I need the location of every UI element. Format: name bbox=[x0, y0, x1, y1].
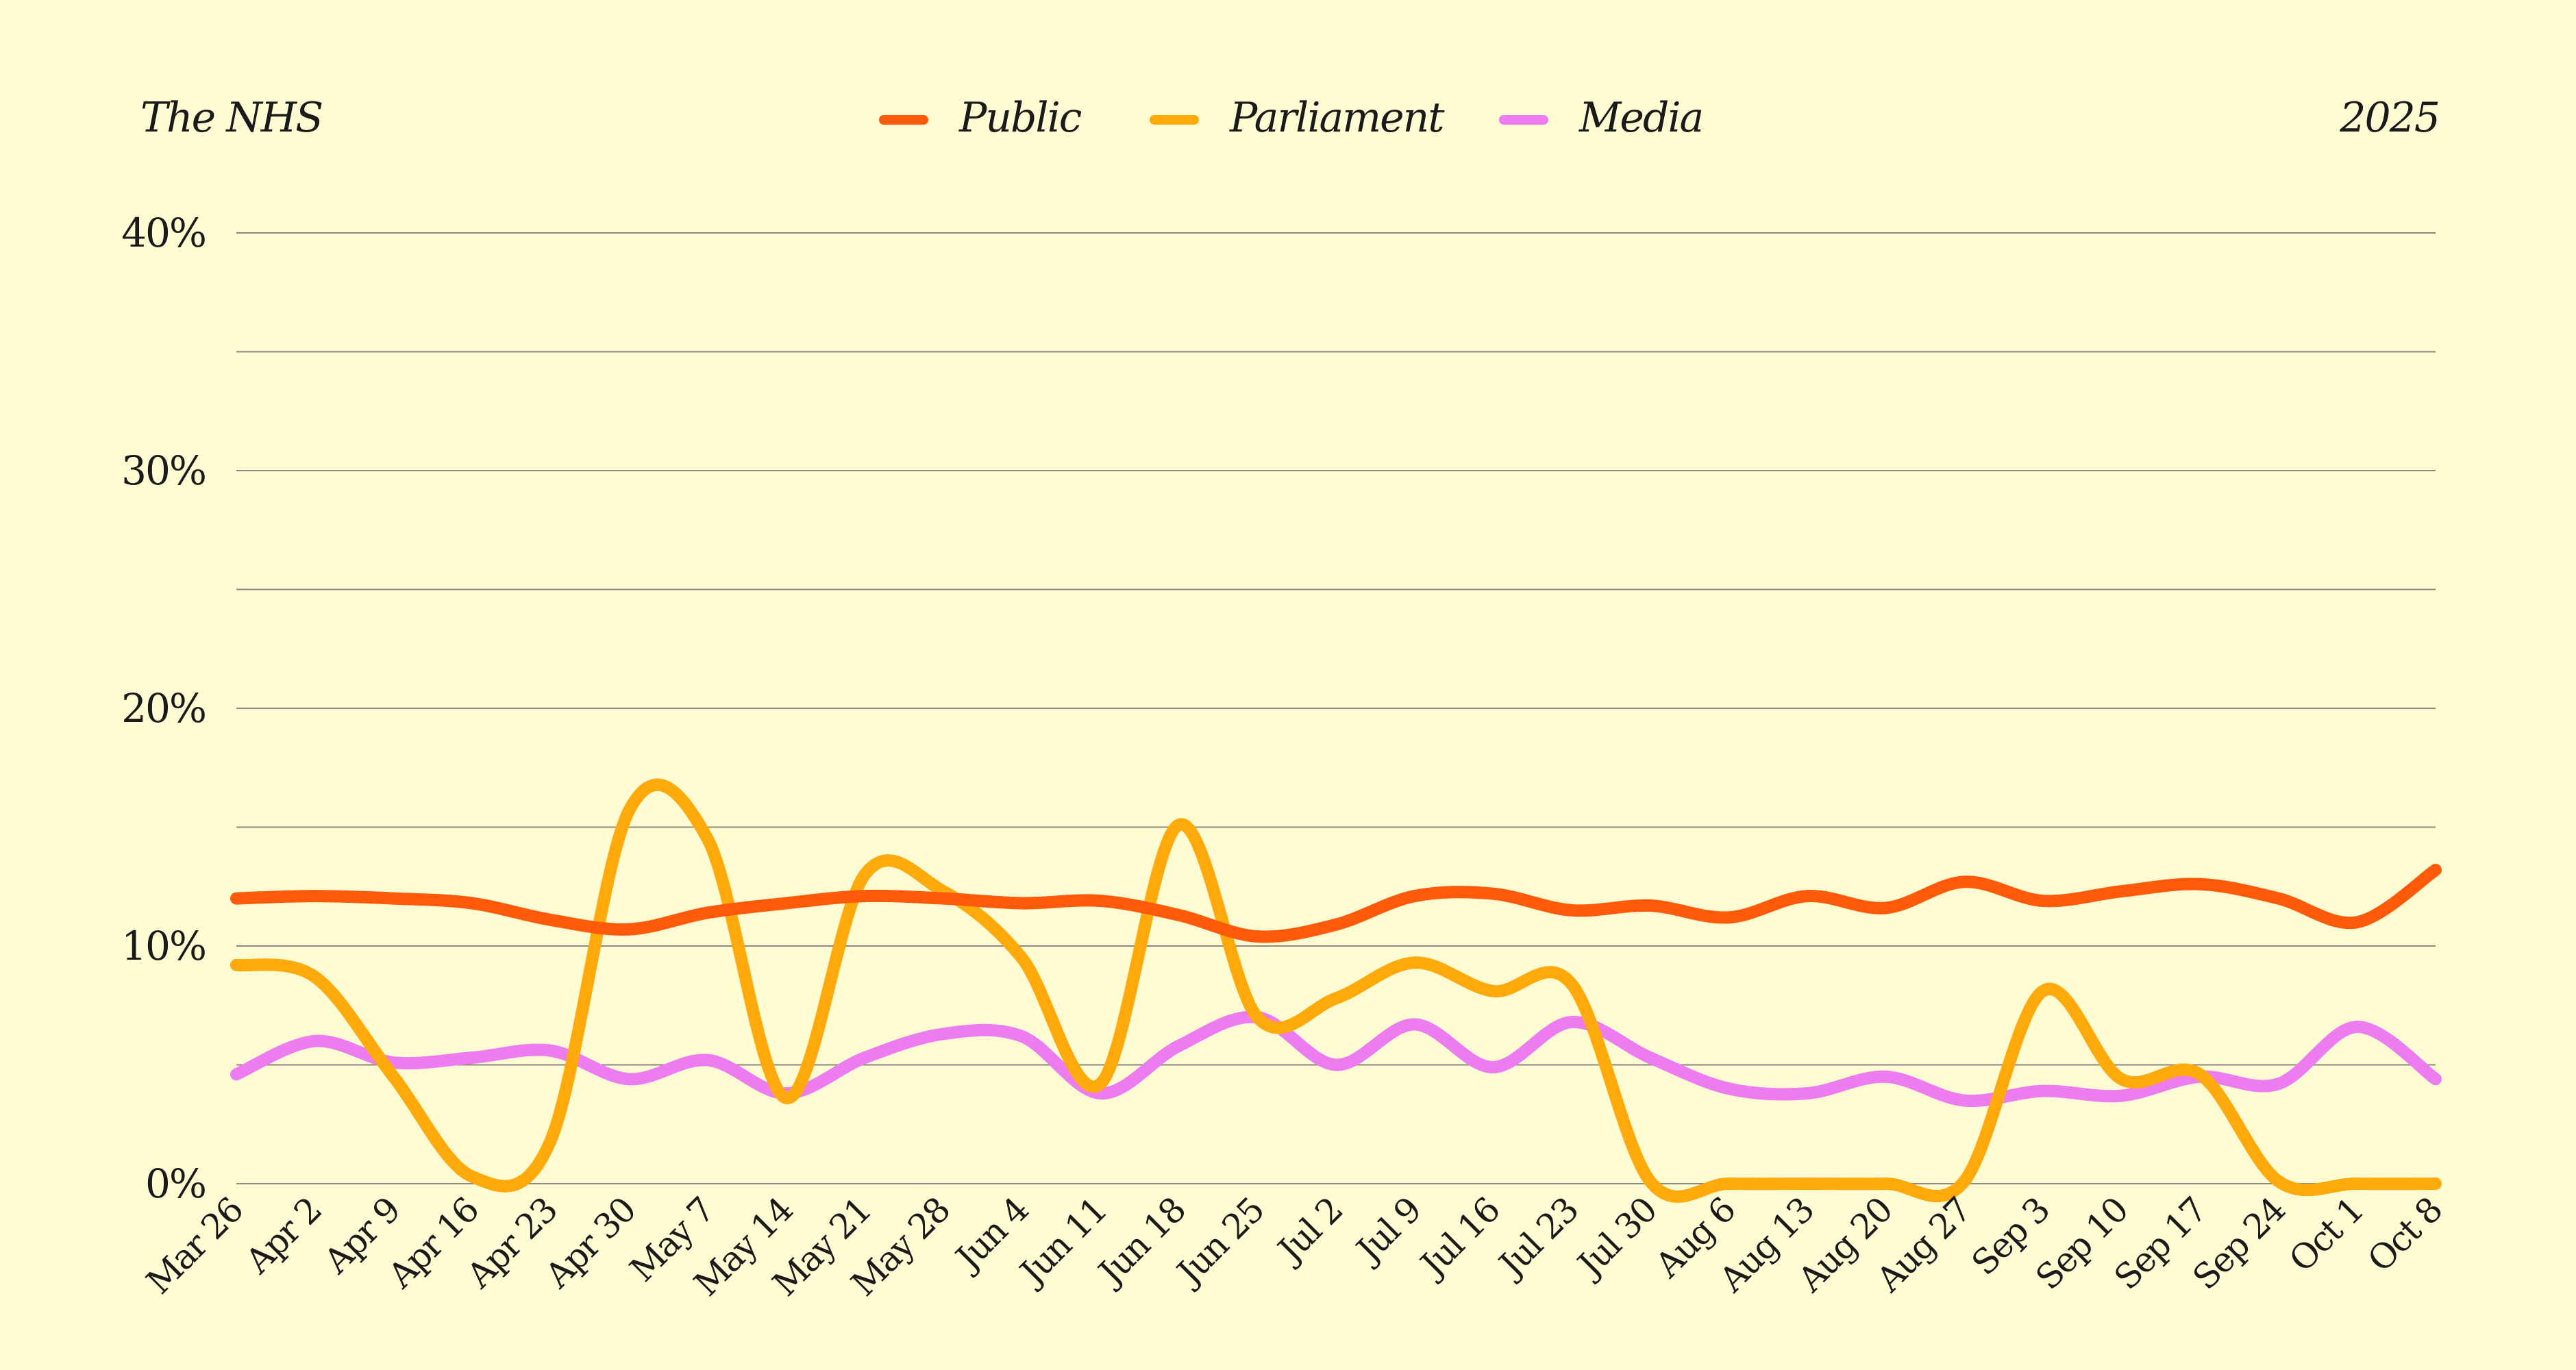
y-tick-label: 30% bbox=[121, 447, 206, 494]
legend-label: Public bbox=[958, 94, 1082, 142]
x-tick-label: Jun 11 bbox=[1011, 1190, 1115, 1294]
legend: Public Parliament Media bbox=[879, 94, 1704, 142]
x-tick-label: Oct 8 bbox=[2360, 1190, 2450, 1280]
x-tick-label: Apr 16 bbox=[380, 1190, 486, 1296]
legend-label: Media bbox=[1578, 94, 1702, 142]
y-tick-label: 10% bbox=[121, 923, 206, 969]
series-line-public bbox=[230, 863, 2442, 943]
x-tick-label: Jul 23 bbox=[1489, 1190, 1586, 1286]
x-tick-label: Jun 25 bbox=[1167, 1190, 1272, 1294]
x-tick-label: Jul 16 bbox=[1411, 1190, 1507, 1286]
chart-title: The NHS bbox=[140, 94, 322, 142]
y-tick-label: 0% bbox=[145, 1160, 206, 1207]
series-line-parliament bbox=[230, 778, 2442, 1203]
x-tick-label: Apr 23 bbox=[459, 1190, 565, 1296]
legend-item-parliament: Parliament bbox=[1150, 94, 1446, 142]
x-tick-label: Apr 30 bbox=[537, 1190, 643, 1296]
y-tick-label: 40% bbox=[121, 210, 206, 256]
series-lines bbox=[230, 778, 2442, 1203]
x-tick-label: Jun 18 bbox=[1089, 1190, 1193, 1294]
x-tick-label: Jul 30 bbox=[1568, 1190, 1665, 1286]
legend-item-media: Media bbox=[1499, 94, 1704, 142]
y-axis-ticks: 0% 10% 20% 30% 40% bbox=[121, 210, 207, 1207]
x-tick-label: Apr 2 bbox=[238, 1190, 329, 1281]
legend-label: Parliament bbox=[1229, 94, 1445, 142]
series-line-media bbox=[230, 1010, 2442, 1108]
x-tick-label: Jul 2 bbox=[1268, 1190, 1350, 1271]
year-label: 2025 bbox=[2339, 94, 2439, 142]
gridlines bbox=[236, 232, 2436, 1184]
legend-item-public: Public bbox=[879, 94, 1083, 142]
x-tick-label: Oct 1 bbox=[2281, 1190, 2371, 1280]
y-tick-label: 20% bbox=[121, 685, 206, 732]
